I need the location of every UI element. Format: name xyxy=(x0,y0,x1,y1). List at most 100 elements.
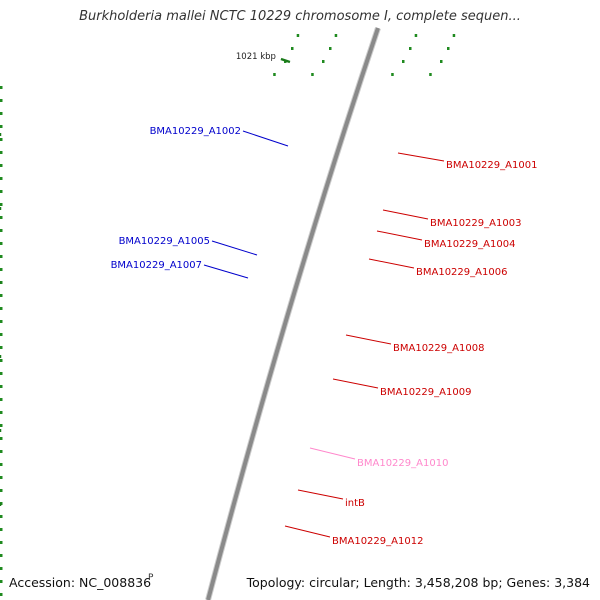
gene-label: BMA10229_A1012 xyxy=(332,536,423,547)
gene-label: BMA10229_A1005 xyxy=(119,236,210,247)
reverse-label-3: BMA10229_A1007 xyxy=(111,260,202,271)
leader-line xyxy=(297,489,344,500)
guide-line-1 xyxy=(0,34,300,596)
guide-dot xyxy=(296,34,300,37)
guide-dot xyxy=(0,125,3,128)
guide-dot xyxy=(291,47,294,50)
leader-line xyxy=(368,258,415,269)
leader-line xyxy=(332,378,379,389)
tick-label: 1021 kbp xyxy=(236,52,276,62)
guide-dot xyxy=(0,424,3,427)
leader-line xyxy=(382,209,429,220)
guide-dot xyxy=(0,190,3,193)
guide-dot xyxy=(0,541,3,544)
guide-dot xyxy=(0,593,3,596)
guide-dot xyxy=(0,229,3,232)
backbone-line xyxy=(206,27,380,600)
reverse-label-2: BMA10229_A1005 xyxy=(119,236,210,247)
guide-dot xyxy=(0,268,3,271)
guide-dot xyxy=(0,437,3,440)
guide-dot xyxy=(0,86,3,89)
guide-dot xyxy=(409,47,412,50)
forward-label-3: BMA10229_A1004 xyxy=(424,239,515,250)
forward-label-6: BMA10229_A1009 xyxy=(380,387,471,398)
guide-dot xyxy=(334,34,338,37)
guide-dot xyxy=(0,372,3,375)
backbone-outer xyxy=(205,27,381,600)
guide-dot xyxy=(0,333,3,336)
leader-line xyxy=(345,334,392,345)
guide-dot xyxy=(0,476,3,479)
gene-label: BMA10229_A1010 xyxy=(357,458,448,469)
guide-dot xyxy=(0,242,3,245)
guide-dot xyxy=(0,99,3,102)
guide-dot xyxy=(0,346,3,349)
gene-label: BMA10229_A1008 xyxy=(393,343,484,354)
leader-line xyxy=(242,130,289,147)
forward-label-1: BMA10229_A1001 xyxy=(446,160,537,171)
guide-dot xyxy=(0,203,3,206)
leader-line xyxy=(211,240,258,256)
guide-dot xyxy=(0,359,3,362)
gene-label: BMA10229_A1001 xyxy=(446,160,537,171)
guide-dot xyxy=(0,554,3,557)
label-leaders xyxy=(203,130,445,538)
guide-dot xyxy=(0,151,3,154)
forward-label-2: BMA10229_A1003 xyxy=(430,218,521,229)
forward-label-7: BMA10229_A1010 xyxy=(357,458,448,469)
guide-dot xyxy=(0,528,3,531)
guide-dot xyxy=(0,450,3,453)
guide-dot xyxy=(0,398,3,401)
guide-dot xyxy=(0,255,3,258)
guide-dot xyxy=(452,34,456,37)
guide-dot xyxy=(0,580,3,583)
gene-label: BMA10229_A1002 xyxy=(150,126,241,137)
gene-label: intB xyxy=(345,498,365,509)
gene-labels: BMA10229_A1001 BMA10229_A1003 BMA10229_A10… xyxy=(111,126,538,547)
gene-label: BMA10229_A1006 xyxy=(416,267,507,278)
guide-dot xyxy=(311,73,314,76)
forward-label-9: BMA10229_A1012 xyxy=(332,536,423,547)
guide-line-3 xyxy=(0,34,418,596)
guide-dot xyxy=(322,60,325,63)
dotted-guide-lines xyxy=(0,34,456,596)
guide-dot xyxy=(440,60,443,63)
guide-dot xyxy=(429,73,432,76)
forward-label-5: BMA10229_A1008 xyxy=(393,343,484,354)
map-title: Burkholderia mallei NCTC 10229 chromosom… xyxy=(79,9,521,24)
guide-dot xyxy=(402,60,405,63)
guide-dot xyxy=(0,489,3,492)
gene-label: BMA10229_A1003 xyxy=(430,218,521,229)
leader-line xyxy=(203,264,249,279)
guide-dot xyxy=(0,294,3,297)
backbone xyxy=(205,27,381,600)
guide-dot xyxy=(0,385,3,388)
guide-dot xyxy=(0,216,3,219)
guide-dot xyxy=(0,307,3,310)
accession-text: Accession: NC_008836 xyxy=(9,575,152,590)
genome-summary-text: Topology: circular; Length: 3,458,208 bp… xyxy=(246,575,590,590)
guide-line-4 xyxy=(0,34,456,596)
forward-label-4: BMA10229_A1006 xyxy=(416,267,507,278)
guide-dot xyxy=(0,112,3,115)
guide-dot xyxy=(391,73,394,76)
guide-dot xyxy=(329,47,332,50)
leader-line xyxy=(376,230,423,241)
leader-line xyxy=(284,525,331,538)
leader-line xyxy=(397,152,445,162)
forward-label-8: intB xyxy=(345,498,365,509)
guide-dot xyxy=(0,515,3,518)
tick-mark xyxy=(280,57,291,64)
reverse-label-1: BMA10229_A1002 xyxy=(150,126,241,137)
guide-dot xyxy=(0,177,3,180)
guide-dot xyxy=(0,320,3,323)
gene-label: BMA10229_A1007 xyxy=(111,260,202,271)
guide-dot xyxy=(0,138,3,141)
guide-dot xyxy=(0,411,3,414)
gene-label: BMA10229_A1004 xyxy=(424,239,515,250)
guide-dot xyxy=(0,567,3,570)
edge-label: P xyxy=(148,573,154,583)
guide-dot xyxy=(0,164,3,167)
tick-1: 1021 kbp xyxy=(236,52,291,64)
